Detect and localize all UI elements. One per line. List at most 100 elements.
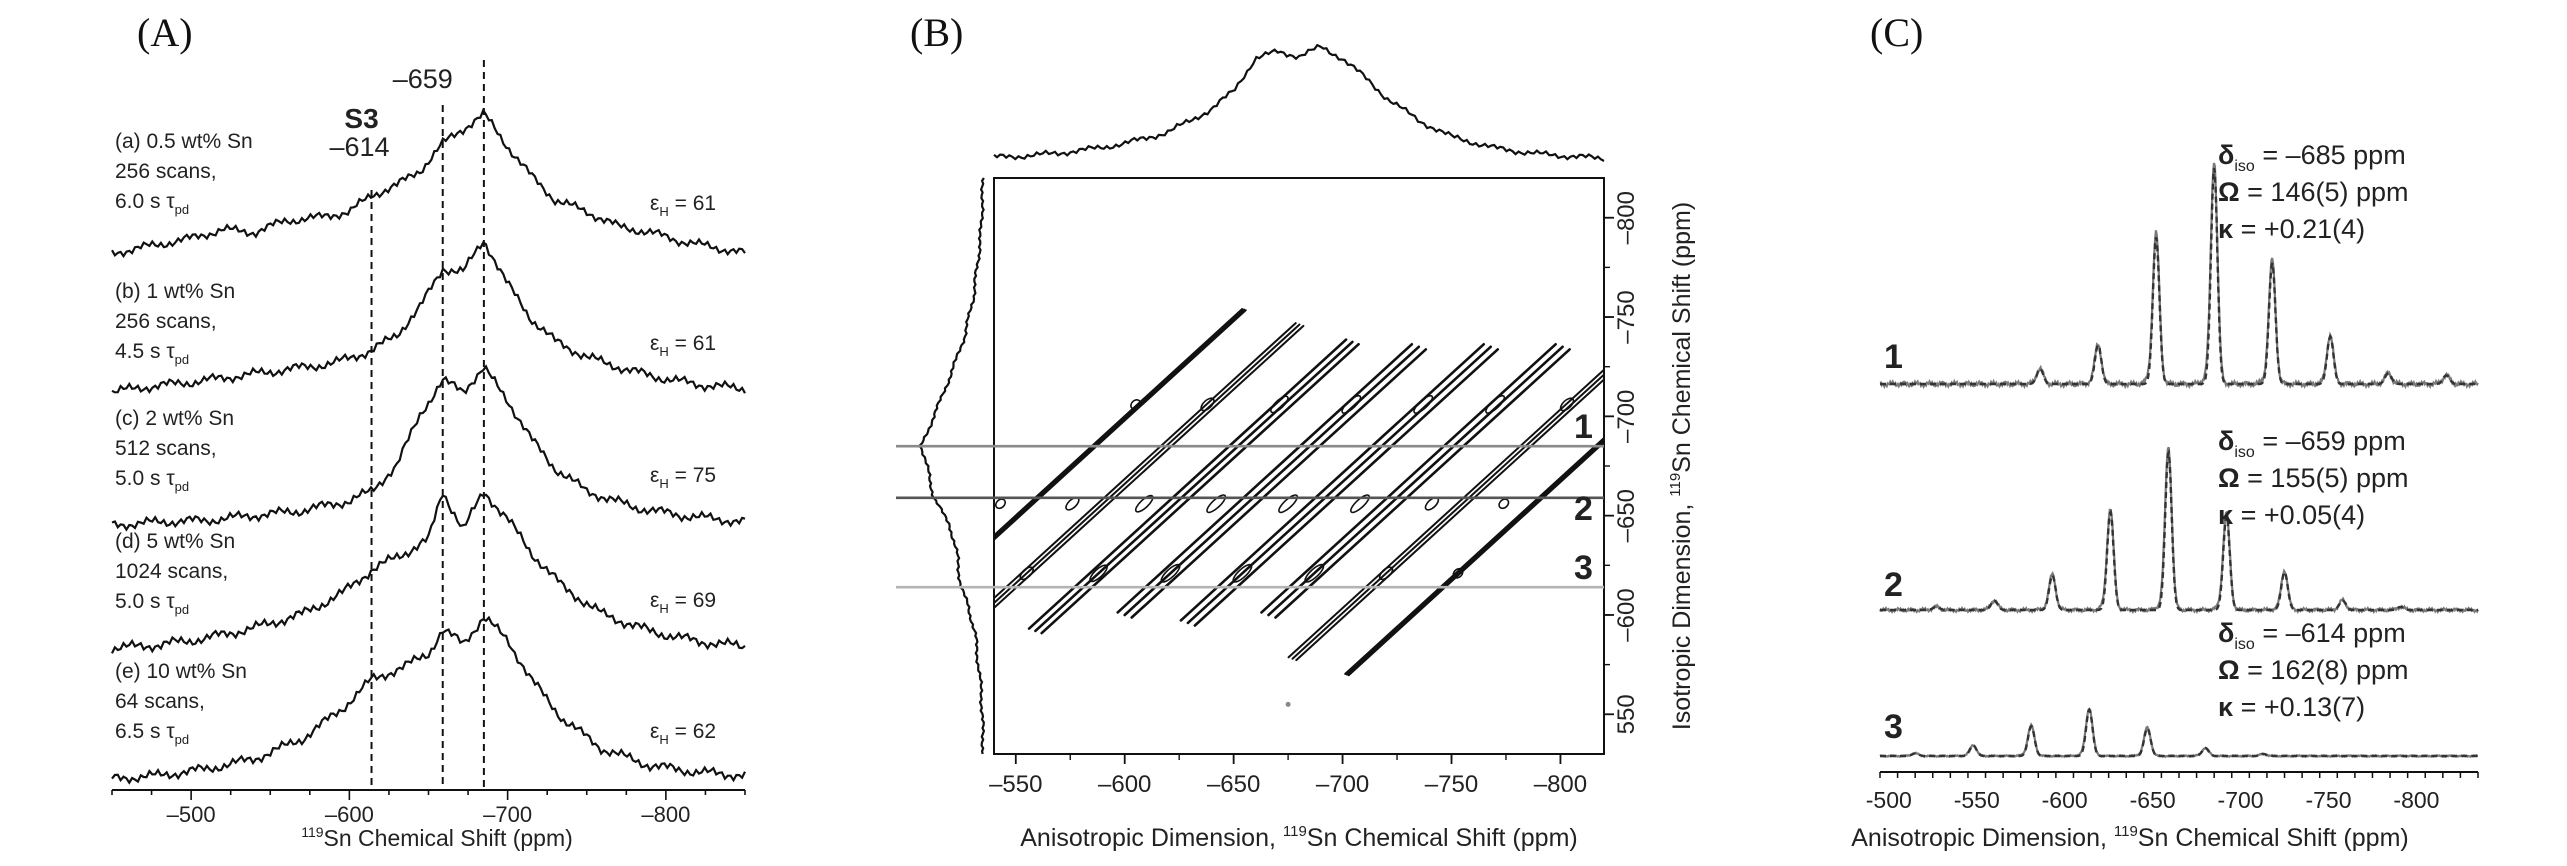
c-param-1-1: Ω = 146(5) ppm	[2218, 177, 2409, 207]
a-traces: (a) 0.5 wt% Sn 256 scans, 6.0 s τpd εH = 61…	[111, 107, 746, 785]
b-y-tick-label: –600	[1613, 588, 1640, 641]
b-y-tick-label: 550	[1613, 694, 1640, 734]
b-contour-ridge	[994, 323, 1301, 605]
b-contour-ridge	[1260, 343, 1557, 614]
b-contour-ridge	[1123, 345, 1421, 617]
b-contour-island	[1232, 563, 1253, 583]
b-contour-ridge	[1116, 343, 1414, 614]
c-x-axis: -500 -550 -600 -650 -700 -750 -800	[1866, 771, 2479, 813]
b-isotropic-projection	[918, 177, 986, 755]
b-contour-island	[1304, 563, 1325, 583]
b-y-tick-label: –650	[1613, 489, 1640, 542]
a-guide-label-2: –659	[393, 64, 453, 94]
b-x-tick-label: –650	[1207, 771, 1260, 798]
b-y-axis: 550 –600 –650 –700 –750 –800	[1604, 191, 1640, 734]
a-epsilon-value: = 61	[669, 192, 716, 215]
c-simulation-1	[1880, 167, 2478, 386]
b-anisotropic-projection	[993, 43, 1605, 162]
c-param-symbol: Ω	[2218, 655, 2240, 685]
c-x-axis-label: Anisotropic Dimension, 119Sn Chemical Sh…	[1851, 823, 2408, 852]
a-trace-label-4-0: (e) 10 wt% Sn	[115, 660, 247, 683]
a-trace-3	[111, 493, 746, 654]
a-trace-label-0-1: 256 scans,	[115, 160, 217, 183]
c-experimental-1	[1879, 162, 2479, 390]
c-param-value: = 146(5) ppm	[2240, 177, 2409, 207]
c-param-sub: iso	[2234, 444, 2255, 461]
c-spectrum-label-2: 2	[1884, 566, 1903, 604]
b-slice-lines: 1 2 3	[896, 408, 1604, 589]
a-trace-label-1-1: 256 scans,	[115, 310, 217, 333]
c-param-sub: iso	[2234, 158, 2255, 175]
a-trace-label-sub: pd	[175, 352, 189, 367]
c-spectrum-label-3: 3	[1884, 708, 1903, 746]
b-contour-island	[1200, 397, 1215, 412]
a-epsilon-sub: H	[659, 732, 668, 747]
b-contour-island	[1341, 394, 1362, 414]
c-tick-label: -550	[1954, 787, 2000, 813]
b-contour-island	[1130, 398, 1142, 410]
b-contour-ridge	[1186, 345, 1492, 625]
b-contour-ridge	[994, 308, 1245, 539]
c-param-value: = 162(8) ppm	[2240, 655, 2409, 685]
c-param-2-1: Ω = 155(5) ppm	[2218, 463, 2409, 493]
b-x-axis: –550 –600 –650 –700 –750 –800	[989, 754, 1587, 798]
a-trace-label-0-2: 6.0 s τpd	[115, 190, 189, 217]
b-contour-ridge	[1344, 436, 1604, 675]
panel-b-label: (B)	[910, 10, 963, 55]
c-param-3-2: κ = +0.13(7)	[2218, 692, 2365, 722]
b-contour-ridge	[1193, 348, 1499, 627]
b-y-axis-label: Isotropic Dimension, 119Sn Chemical Shif…	[1667, 202, 1696, 730]
a-x-axis-label: 119Sn Chemical Shift (ppm)	[301, 824, 573, 851]
b-contour-ridge	[994, 324, 1305, 610]
c-tick-label: -600	[2042, 787, 2088, 813]
b-contour-island	[1134, 494, 1154, 513]
b-contour-ridge	[1347, 441, 1604, 677]
a-guide-lines: S3–614 –659	[329, 60, 485, 790]
b-contour-island	[1452, 567, 1464, 579]
b-slice-label-1: 1	[1574, 408, 1593, 446]
a-epsilon-label-4: εH = 62	[650, 720, 716, 747]
a-trace-label-4-1: 64 scans,	[115, 690, 205, 713]
a-trace-label-1-2: 4.5 s τpd	[115, 340, 189, 367]
a-tick-label: –500	[167, 802, 216, 827]
c-param-sub: iso	[2234, 636, 2255, 653]
a-epsilon-sub: H	[659, 476, 668, 491]
a-trace-0	[111, 107, 746, 259]
b-contour-island	[994, 498, 1007, 510]
b-contour-island	[1498, 498, 1510, 510]
c-param-1-0: δiso = –685 ppm	[2218, 140, 2406, 175]
b-contour-island	[1270, 395, 1289, 414]
a-trace-label-2-0: (c) 2 wt% Sn	[115, 407, 234, 430]
a-epsilon-value: = 75	[669, 464, 716, 487]
a-trace-label-sub: pd	[175, 202, 189, 217]
panel-a: (A) S3–614 –659 (a) 0.5 wt% Sn 256 scans, 6…	[111, 10, 746, 851]
a-epsilon-label-2: εH = 75	[650, 464, 716, 491]
c-param-value: = –614 ppm	[2255, 618, 2406, 648]
c-param-2-2: κ = +0.05(4)	[2218, 500, 2365, 530]
b-contour-ridge	[1287, 368, 1604, 659]
b-contour-ridge	[1345, 438, 1604, 676]
a-trace-2	[111, 364, 746, 532]
c-simulation-3	[1880, 707, 2478, 758]
a-trace-label-sub: pd	[175, 602, 189, 617]
a-tick-label: –800	[641, 802, 690, 827]
b-contour-ridge	[1040, 342, 1360, 635]
panel-b: (B) 1 2 3 –550 –600 –650 –700 –750 –800 550 –600…	[896, 10, 1696, 852]
b-contour-ridge	[1027, 338, 1348, 630]
b-y-tick-label: –700	[1613, 390, 1640, 443]
b-contour-island	[1160, 563, 1181, 583]
c-param-symbol: κ	[2218, 214, 2234, 244]
c-tick-label: -800	[2393, 787, 2439, 813]
c-param-symbol: κ	[2218, 692, 2234, 722]
c-param-value: = +0.21(4)	[2233, 214, 2365, 244]
b-slice-label-2: 2	[1574, 490, 1593, 528]
b-y-tick-label: –800	[1613, 191, 1640, 244]
b-contour-island	[1089, 564, 1108, 583]
b-contour-island	[1559, 397, 1575, 412]
c-param-symbol: δ	[2218, 426, 2234, 456]
b-contour-island	[1413, 394, 1434, 414]
a-x-axis: –500 –600 –700 –800	[111, 789, 746, 827]
